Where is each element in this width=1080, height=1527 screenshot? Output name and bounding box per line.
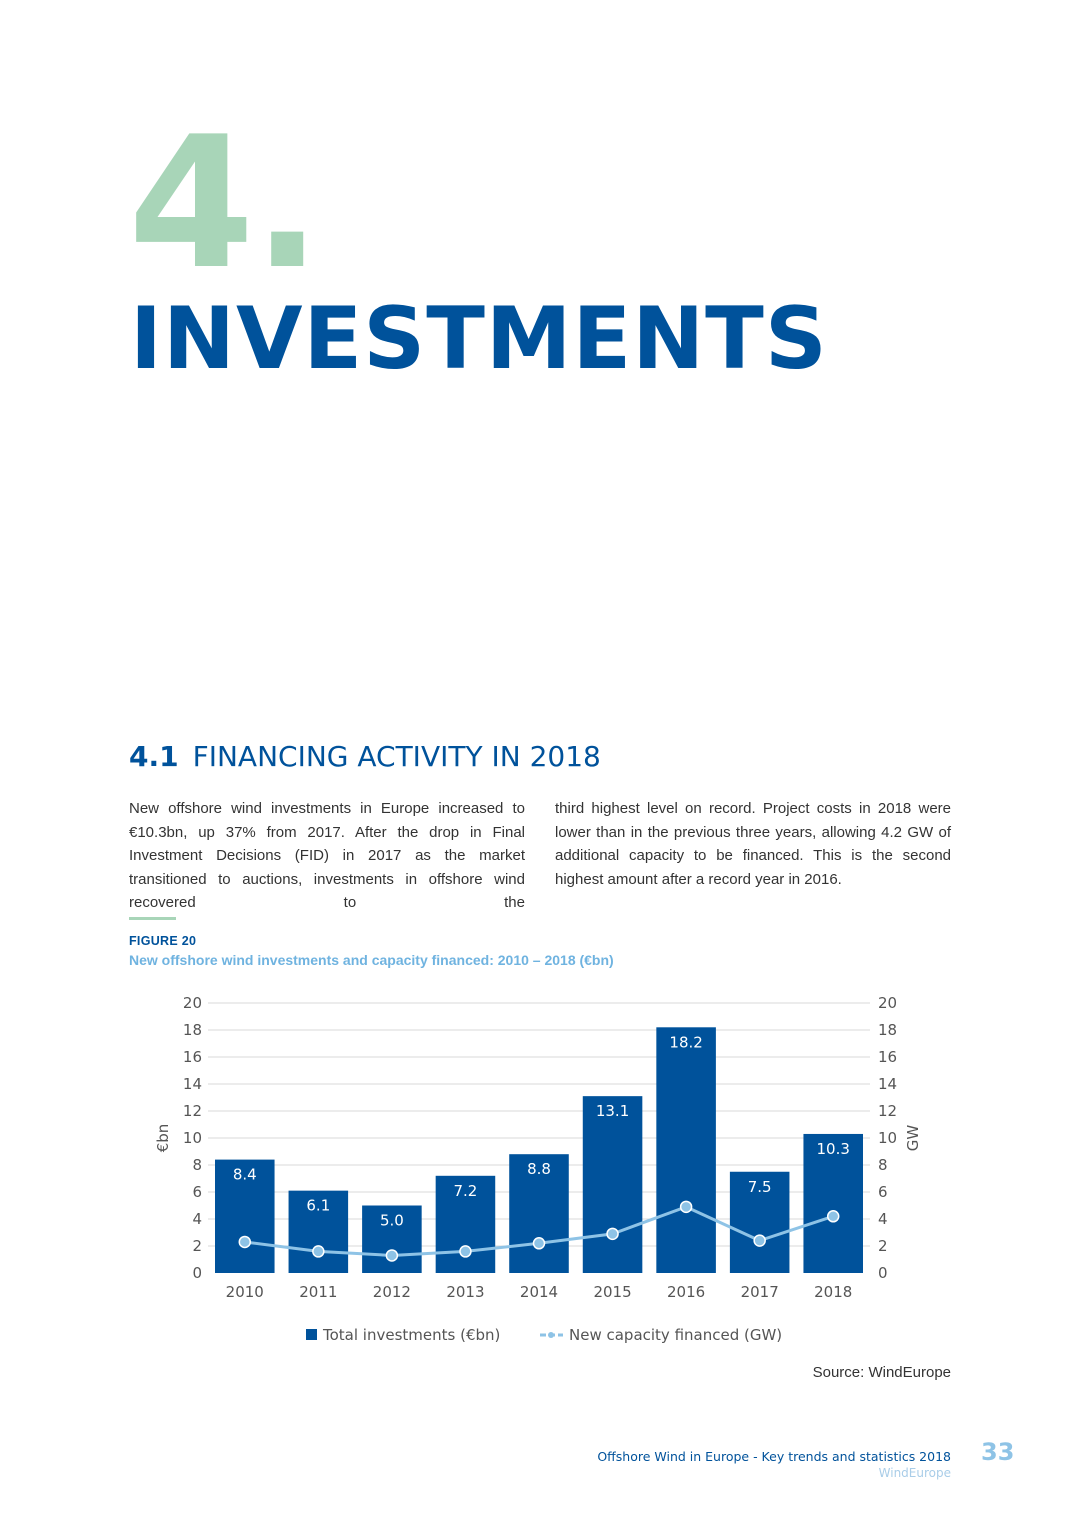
- capacity-point: [606, 1227, 619, 1241]
- bar-value-label: 6.1: [306, 1197, 330, 1215]
- capacity-point: [238, 1235, 252, 1249]
- x-tick-label: 2010: [226, 1283, 264, 1301]
- bar-value-label: 8.8: [527, 1160, 551, 1178]
- legend-line-marker: [548, 1332, 554, 1338]
- y2-tick-label: 12: [878, 1102, 897, 1120]
- x-tick-label: 2012: [373, 1283, 411, 1301]
- bar-value-label: 5.0: [380, 1212, 404, 1230]
- capacity-point: [679, 1200, 693, 1214]
- right-axis: 0 2 4 6 8 10 12 14 16 18 20: [878, 994, 897, 1282]
- capacity-point: [532, 1237, 546, 1250]
- legend-bar-label: Total investments (€bn): [322, 1326, 500, 1344]
- capacity-point: [753, 1234, 766, 1247]
- bar-value-label: 7.2: [454, 1182, 478, 1200]
- left-axis: 0 2 4 6 8 10 12 14 16 18 20: [183, 994, 202, 1282]
- bar: [656, 1027, 716, 1273]
- y2-tick-label: 20: [878, 994, 897, 1012]
- y-tick-label: 2: [192, 1237, 202, 1255]
- figure-divider: [129, 917, 176, 920]
- y-tick-label: 8: [192, 1156, 202, 1174]
- x-tick-label: 2018: [814, 1283, 852, 1301]
- y-tick-label: 14: [183, 1075, 202, 1093]
- x-axis-labels: 2010 2011 2012 2013 2014 2015 2016 2017 2018: [226, 1283, 853, 1301]
- body-paragraph-left: New offshore wind investments in Europe …: [129, 800, 525, 912]
- bar: [362, 1205, 422, 1273]
- section-title: FINANCING ACTIVITY IN 2018: [192, 740, 601, 773]
- figure-label: FIGURE 20: [129, 934, 197, 948]
- bar-series: 8.4 6.1 5.0 7.2 8.8 13.1 18.2 7.5 10.3: [215, 1027, 863, 1273]
- figure-caption: New offshore wind investments and capaci…: [129, 952, 614, 968]
- y2-tick-label: 16: [878, 1048, 897, 1066]
- y-tick-label: 10: [183, 1129, 202, 1147]
- section-number: 4.1: [129, 740, 179, 773]
- y-tick-label: 20: [183, 994, 202, 1012]
- y-tick-label: 18: [183, 1021, 202, 1039]
- bar: [729, 1171, 790, 1273]
- bar-value-label: 8.4: [233, 1166, 257, 1184]
- bar-value-label: 13.1: [596, 1102, 629, 1120]
- x-tick-label: 2013: [446, 1283, 484, 1301]
- x-tick-label: 2015: [593, 1283, 631, 1301]
- y2-tick-label: 10: [878, 1129, 897, 1147]
- x-tick-label: 2017: [741, 1283, 779, 1301]
- bar-value-label: 18.2: [669, 1033, 702, 1051]
- bar: [803, 1133, 863, 1273]
- legend-line-label: New capacity financed (GW): [569, 1326, 782, 1344]
- y2-tick-label: 8: [878, 1156, 888, 1174]
- y2-tick-label: 0: [878, 1264, 888, 1282]
- bar-value-label: 7.5: [748, 1178, 772, 1196]
- x-tick-label: 2016: [667, 1283, 705, 1301]
- y-tick-label: 12: [183, 1102, 202, 1120]
- y2-tick-label: 14: [878, 1075, 897, 1093]
- legend-bar-swatch: [306, 1329, 317, 1340]
- investment-chart: 0 2 4 6 8 10 12 14 16 18 20 0 2 4 6 8 10 12 14 16 18 20 8.4 6…: [154, 994, 922, 1344]
- footer-org: WindEurope: [878, 1466, 951, 1480]
- capacity-point: [826, 1210, 840, 1223]
- body-paragraph-right: third highest level on record. Project c…: [555, 800, 951, 888]
- bar: [288, 1190, 349, 1273]
- x-tick-label: 2014: [520, 1283, 558, 1301]
- chapter-title: INVESTMENTS: [130, 289, 828, 389]
- y-axis-title: €bn: [154, 1124, 172, 1153]
- y-tick-label: 16: [183, 1048, 202, 1066]
- line-series: [238, 1200, 840, 1262]
- y2-tick-label: 6: [878, 1183, 888, 1201]
- section-heading: 4.1 FINANCING ACTIVITY IN 2018: [129, 740, 601, 774]
- y2-tick-label: 18: [878, 1021, 897, 1039]
- capacity-point: [385, 1249, 399, 1262]
- x-tick-label: 2011: [299, 1283, 337, 1301]
- footer-title: Offshore Wind in Europe - Key trends and…: [597, 1449, 951, 1464]
- y-tick-label: 0: [192, 1264, 202, 1282]
- source-note: Source: WindEurope: [812, 1364, 951, 1381]
- capacity-point: [459, 1245, 472, 1258]
- bar: [215, 1159, 275, 1273]
- page-number: 33: [981, 1438, 1015, 1466]
- y2-axis-title: GW: [904, 1125, 922, 1152]
- y-tick-label: 6: [192, 1183, 202, 1201]
- bar: [509, 1154, 569, 1273]
- y2-tick-label: 4: [878, 1210, 888, 1228]
- chart-legend: Total investments (€bn) New capacity fin…: [306, 1326, 782, 1344]
- chapter-number: 4.: [128, 97, 322, 309]
- y2-tick-label: 2: [878, 1237, 888, 1255]
- capacity-point: [312, 1245, 325, 1258]
- bar: [582, 1096, 643, 1273]
- bar-value-label: 10.3: [817, 1140, 850, 1158]
- y-tick-label: 4: [192, 1210, 202, 1228]
